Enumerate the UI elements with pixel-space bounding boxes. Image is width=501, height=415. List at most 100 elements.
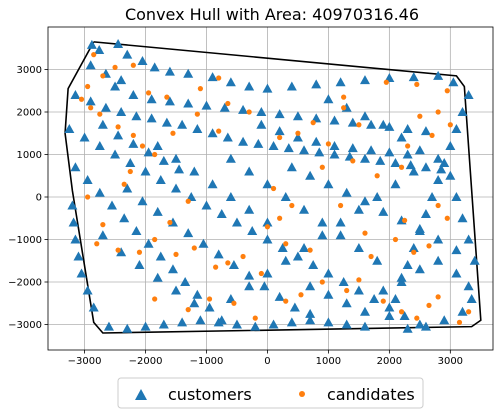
customer-point	[259, 281, 270, 291]
customer-point	[122, 49, 133, 59]
customer-point	[67, 200, 78, 210]
customer-point	[155, 175, 166, 184]
customer-point	[198, 238, 209, 248]
customer-point	[463, 234, 474, 244]
customer-point	[64, 124, 75, 133]
customer-point	[195, 315, 206, 325]
candidate-point	[252, 315, 258, 321]
customer-point	[317, 230, 328, 240]
candidate-point	[167, 219, 173, 226]
customer-point	[152, 272, 163, 282]
candidate-point	[426, 243, 432, 249]
customer-point	[228, 260, 239, 269]
customer-point	[308, 260, 319, 269]
candidate-point	[100, 222, 106, 228]
customer-point	[201, 200, 212, 210]
customer-point	[192, 124, 203, 133]
customer-point	[213, 249, 224, 259]
candidate-point	[88, 105, 94, 111]
candidate-point	[341, 94, 347, 100]
customer-point	[73, 251, 84, 261]
customer-point	[122, 323, 133, 333]
customer-point	[366, 145, 377, 155]
candidate-point	[398, 309, 405, 315]
customer-point	[341, 319, 352, 329]
customer-point	[207, 72, 218, 82]
customer-point	[420, 126, 431, 136]
candidate-point	[338, 202, 344, 209]
candidate-point	[115, 124, 121, 130]
customer-point	[305, 281, 316, 291]
customer-point	[262, 179, 273, 189]
y-tick-label: 2000	[17, 108, 42, 119]
customer-point	[445, 141, 456, 150]
customer-point	[177, 119, 188, 129]
customer-point	[244, 204, 255, 214]
customer-point	[317, 217, 328, 227]
customer-point	[158, 155, 169, 165]
customer-point	[128, 90, 139, 99]
customer-point	[164, 96, 175, 106]
customer-point	[119, 213, 130, 223]
customer-point	[79, 132, 90, 142]
customer-point	[146, 113, 157, 123]
customer-point	[116, 107, 127, 116]
candidate-point	[130, 62, 136, 68]
candidate-point	[405, 143, 411, 149]
customer-point	[82, 175, 93, 184]
y-tick-label: 3000	[17, 65, 42, 76]
candidates-series	[78, 52, 472, 325]
customer-point	[70, 162, 81, 172]
candidate-point	[225, 260, 231, 266]
customer-point	[366, 119, 377, 129]
customer-point	[463, 90, 474, 99]
candidate-point	[94, 241, 100, 247]
candidate-point	[411, 249, 417, 255]
customer-point	[107, 200, 118, 210]
customer-point	[292, 132, 303, 142]
customer-point	[420, 162, 431, 172]
customer-point	[329, 141, 340, 150]
customer-point	[256, 107, 267, 116]
customer-point	[420, 209, 431, 218]
customer-point	[353, 243, 364, 252]
candidate-point	[258, 270, 264, 277]
customer-point	[140, 166, 151, 176]
customer-point	[70, 90, 81, 99]
customer-point	[97, 230, 108, 240]
customer-point	[414, 319, 425, 329]
candidate-point	[435, 109, 441, 115]
customer-point	[299, 204, 310, 214]
customer-point	[262, 83, 273, 93]
customer-point	[164, 66, 175, 76]
candidate-point	[435, 294, 441, 300]
customer-point	[253, 138, 264, 148]
customer-point	[70, 234, 81, 244]
customer-point	[390, 179, 401, 189]
candidate-point	[277, 134, 283, 141]
candidate-point	[426, 302, 432, 308]
customer-point	[305, 308, 316, 318]
candidate-point	[100, 73, 106, 79]
customer-point	[323, 94, 334, 104]
candidate-point	[356, 277, 362, 283]
customer-point	[414, 264, 425, 274]
customer-point	[299, 243, 310, 252]
customer-point	[359, 196, 370, 206]
customer-point	[408, 243, 419, 252]
customer-point	[305, 315, 316, 325]
customer-point	[161, 117, 172, 127]
candidate-point	[310, 120, 316, 126]
customer-point	[131, 111, 142, 121]
customer-point	[76, 268, 87, 278]
customer-point	[359, 75, 370, 85]
customer-point	[451, 268, 462, 278]
x-tick-label: −2000	[129, 356, 163, 367]
customer-point	[250, 321, 261, 331]
x-tick-label: −3000	[68, 356, 102, 367]
customer-point	[384, 311, 395, 320]
candidate-point	[319, 164, 325, 170]
axes-frame	[47, 26, 494, 351]
candidate-point	[91, 52, 97, 58]
